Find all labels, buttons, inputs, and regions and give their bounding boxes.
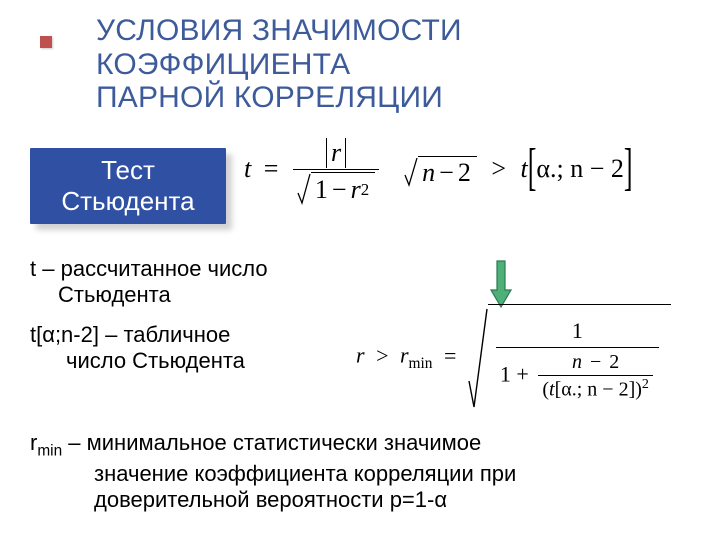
f1-rhs-t: t [521,154,528,183]
f1-rhs-args: α.; n − 2 [536,154,624,183]
f1-n-minus: − [439,158,454,188]
down-arrow-icon [490,260,512,308]
title-line-3: ПАРНОЙ КОРРЕЛЯЦИИ [96,81,443,114]
f2-inner-2: 2 [609,351,619,373]
def-t-text-a: рассчитанное число [61,256,268,281]
f2-rmin-sub: min [409,355,433,372]
f2-r: r [356,343,365,368]
def-t-sym: t [30,256,36,281]
definitions: t – рассчитанное число Стьюдента t[α;n-2… [30,256,340,388]
def-rmin: rmin – минимальное статистически значимо… [30,430,690,512]
title-line-2: КОЭФФИЦИЕНТА [96,48,350,81]
f1-abs-r: r [331,138,341,167]
def3-line3: доверительной вероятности p=1-α [94,487,447,512]
page-title: УСЛОВИЯ ЗНАЧИМОСТИ КОЭФФИЦИЕНТА ПАРНОЙ К… [96,14,656,115]
def3-line1: минимальное статистически значимое [87,430,482,455]
f2-inner-n: n [572,351,582,373]
badge-line-2: Стьюдента [61,186,194,216]
f1-sqrt-den: 1 − r2 [297,172,375,205]
f2-inner-frac: n − 2 (t[α.; n − 2])2 [538,351,653,402]
f2-den-lead: 1 + [500,362,529,387]
f2-gt: > [376,343,388,368]
f2-rmin-r: r [400,343,409,368]
title-bullet [40,36,52,48]
f2-num-1: 1 [572,318,583,343]
def-tt-sym: t[α;n-2] [30,322,99,347]
f1-den-1: 1 [315,175,328,205]
def-t-dash: – [42,256,54,281]
f2-inner-args: α.; n − 2 [561,379,628,401]
def-tt-text-a: табличное [123,322,230,347]
f1-fraction: r 1 − r2 [293,138,379,205]
title-line-1: УСЛОВИЯ ЗНАЧИМОСТИ [96,14,462,47]
def-tt-text-b: число Стьюдента [66,348,245,373]
f1-sqrt-n2: n − 2 [404,156,477,187]
f1-n: n [422,158,435,188]
f1-gt: > [491,154,506,183]
f2-inner-minus: − [590,351,601,373]
f1-n-2: 2 [458,158,471,188]
formula-rmin: r > rmin = 1 1 + n − 2 [356,304,671,411]
def-t-table: t[α;n-2] – табличное число Стьюдента [30,322,340,374]
def3-line2: значение коэффициента корреляции при [94,461,516,486]
def-t: t – рассчитанное число Стьюдента [30,256,340,308]
f1-den-exp: 2 [361,180,369,200]
f1-eq: = [264,154,279,183]
f2-inner-exp: 2 [642,377,649,392]
def3-sub: min [37,442,62,459]
f2-outer-frac: 1 1 + n − 2 (t[α.; n − 2])2 [496,318,659,402]
def-tt-dash: – [105,322,117,347]
badge-line-1: Тест [101,155,155,185]
f1-den-r: r [351,175,361,205]
f2-big-sqrt: 1 1 + n − 2 (t[α.; n − 2])2 [468,304,671,411]
f2-eq: = [444,343,456,368]
def-t-text-b: Стьюдента [58,282,171,307]
student-test-badge: Тест Стьюдента [30,148,226,224]
def3-dash: – [68,430,80,455]
formula-t-test: t = r 1 − r2 n − [244,138,704,205]
f1-lhs: t [244,154,251,183]
f1-den-minus: − [332,175,347,205]
